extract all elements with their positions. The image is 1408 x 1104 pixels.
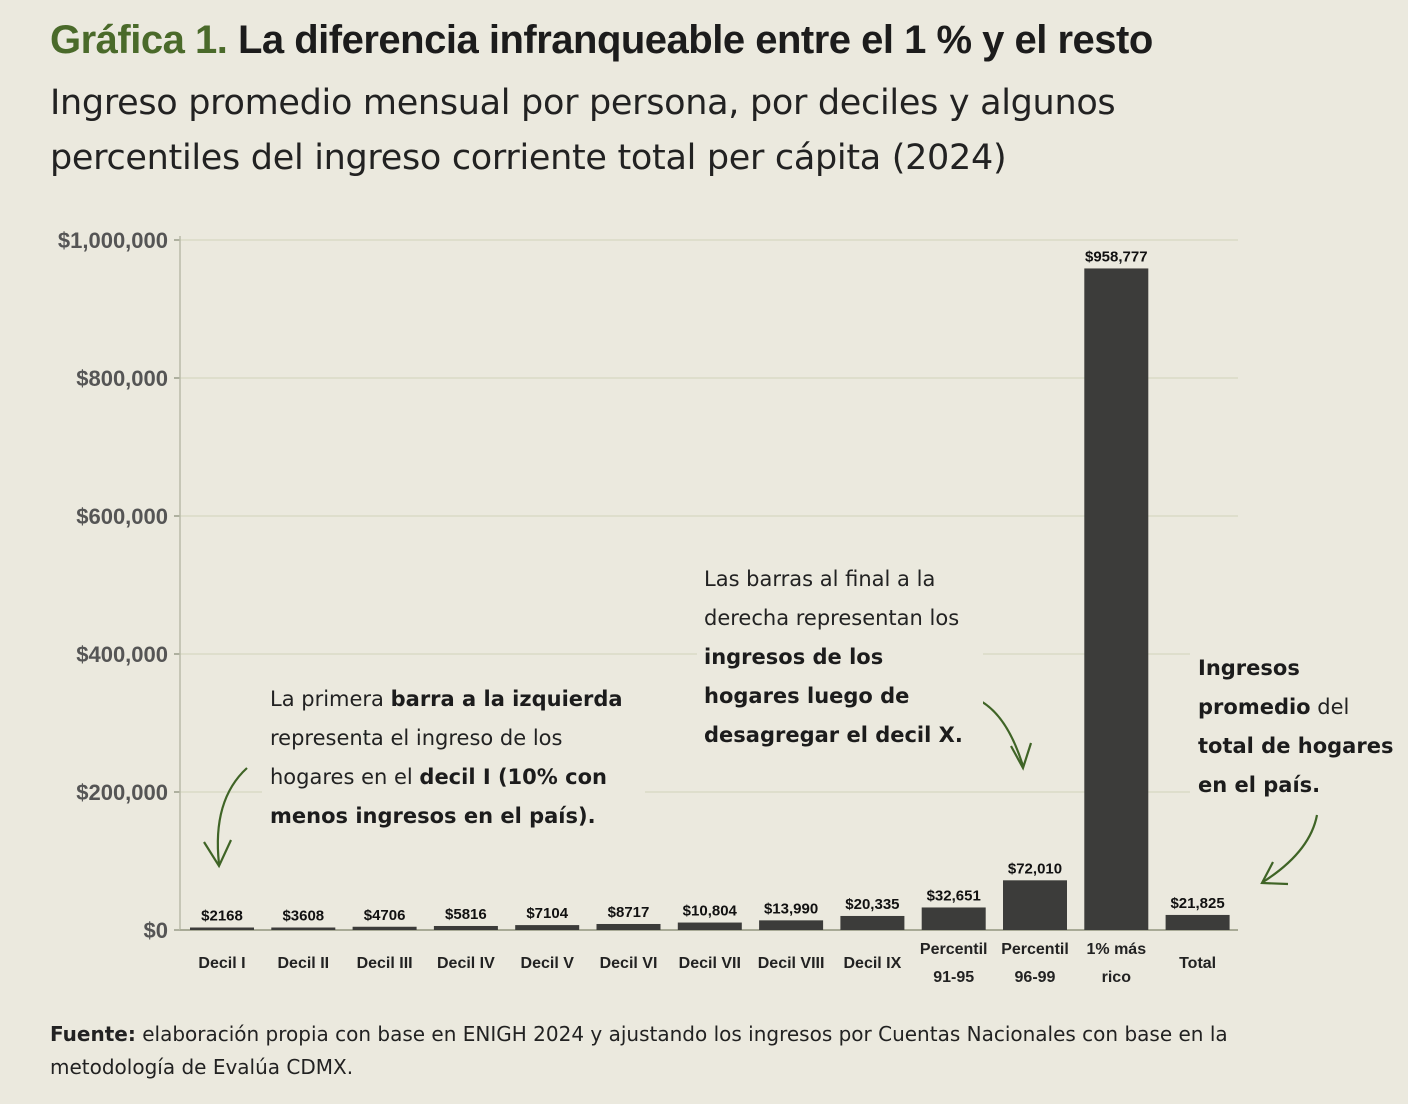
- note-text: La primera: [270, 687, 391, 711]
- x-tick-label: Decil VII: [679, 955, 741, 972]
- note-bold-text: total de hogares en el país.: [1198, 734, 1394, 797]
- x-tick-label: 91-95: [933, 969, 974, 986]
- bar: [352, 926, 417, 930]
- middle-arrow-head-icon: [1010, 742, 1033, 771]
- bar: [1084, 268, 1149, 931]
- annotation-middle-note: Las barras al final a la derecha represe…: [697, 560, 983, 755]
- bar: [759, 920, 824, 930]
- chart-title: Gráfica 1. La diferencia infranqueable e…: [50, 18, 1153, 63]
- bar: [921, 907, 986, 930]
- data-label: $958,777: [1085, 248, 1148, 265]
- x-tick-label: Decil IX: [843, 955, 901, 972]
- bar: [1003, 880, 1067, 930]
- note-bold-text: ingresos de los hogares luego de desagre…: [704, 645, 963, 747]
- x-tick-label: Decil IV: [437, 955, 495, 972]
- y-tick-label: $400,000: [76, 642, 168, 667]
- chart-title-main: La diferencia infranqueable entre el 1 %…: [237, 18, 1153, 62]
- source-label: Fuente:: [50, 1022, 136, 1046]
- right-arrow-head-icon: [1260, 861, 1289, 886]
- data-labels: $2168 $3608 $4706 $5816 $7104 $8717 $10,804 $13…: [201, 248, 1225, 924]
- bar: [515, 925, 580, 930]
- x-tick-label: Decil VIII: [758, 955, 825, 972]
- x-tick-label: Decil II: [278, 955, 330, 972]
- note-text: representa el ingreso de los hogares en …: [270, 726, 563, 789]
- note-bold-text: Ingresos promedio: [1198, 656, 1311, 719]
- bar: [596, 923, 661, 930]
- bar: [840, 915, 905, 930]
- bar: [271, 927, 336, 930]
- x-tick-label: Decil V: [521, 955, 575, 972]
- note-text: Las barras al final a la derecha represe…: [704, 567, 960, 630]
- x-tick-label: Percentil: [1001, 941, 1069, 958]
- note-bold-text: decil I (10% con menos ingresos en el pa…: [270, 765, 607, 828]
- y-tick-label: $800,000: [76, 366, 168, 391]
- y-tick-label: $200,000: [76, 780, 168, 805]
- source-note: Fuente: elaboración propia con base en E…: [50, 1018, 1350, 1084]
- left-arrow-head-icon: [203, 839, 232, 869]
- chart-title-prefix: Gráfica 1.: [50, 18, 228, 62]
- x-tick-label: Total: [1179, 955, 1216, 972]
- data-label: $32,651: [927, 887, 981, 904]
- annotation-right-note: Ingresos promedio del total de hogares e…: [1190, 649, 1408, 805]
- x-tick-label: Percentil: [920, 941, 988, 958]
- annotation-left-note: La primera barra a la izquierda represen…: [262, 680, 645, 836]
- note-bold-text: barra a la izquierda: [390, 687, 623, 711]
- x-tick-label: Decil VI: [600, 955, 658, 972]
- y-tick-label: $0: [144, 918, 168, 943]
- chart-subtitle: Ingreso promedio mensual por persona, po…: [50, 83, 1116, 178]
- data-label: $8717: [608, 904, 650, 921]
- bar: [1165, 914, 1230, 930]
- data-label: $21,825: [1170, 895, 1224, 912]
- data-label: $7104: [526, 905, 568, 922]
- data-label: $72,010: [1008, 860, 1062, 877]
- x-tick-label: 1% más: [1087, 941, 1147, 958]
- right-arrow-icon: [1262, 814, 1319, 883]
- bar: [433, 925, 498, 930]
- note-text: del: [1310, 695, 1350, 719]
- bars: [190, 268, 1230, 931]
- left-arrow-icon: [216, 767, 248, 865]
- tick-labels: $0 $200,000 $400,000 $600,000 $800,000 $1,000…: [58, 228, 1216, 986]
- source-text: elaboración propia con base en ENIGH 202…: [50, 1022, 1228, 1079]
- data-label: $20,335: [845, 896, 899, 913]
- data-label: $3608: [282, 908, 324, 925]
- data-label: $2168: [201, 908, 243, 925]
- x-tick-label: Decil III: [357, 955, 413, 972]
- data-label: $4706: [364, 907, 406, 924]
- bar: [190, 927, 254, 930]
- data-label: $10,804: [683, 903, 738, 920]
- bar: [677, 922, 742, 930]
- data-label: $13,990: [764, 900, 818, 917]
- y-tick-label: $600,000: [76, 504, 168, 529]
- x-tick-label: Decil I: [198, 955, 245, 972]
- x-tick-label: rico: [1102, 969, 1132, 986]
- x-tick-label: 96-99: [1015, 969, 1056, 986]
- y-tick-label: $1,000,000: [58, 228, 168, 253]
- data-label: $5816: [445, 906, 487, 923]
